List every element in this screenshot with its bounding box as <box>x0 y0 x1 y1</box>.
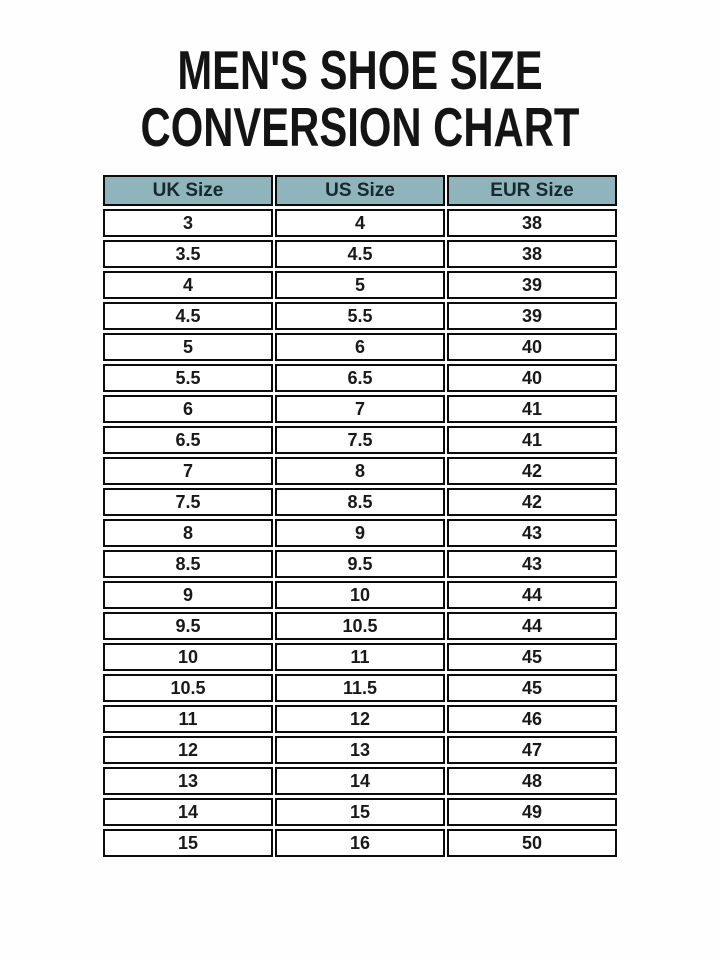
table-cell: 6 <box>103 395 273 424</box>
table-cell: 39 <box>447 302 617 331</box>
table-cell: 10 <box>275 581 445 610</box>
table-cell: 38 <box>447 240 617 269</box>
table-cell: 39 <box>447 271 617 300</box>
table-cell: 5 <box>275 271 445 300</box>
table-cell: 15 <box>275 798 445 827</box>
table-cell: 7 <box>275 395 445 424</box>
table-cell: 47 <box>447 736 617 765</box>
column-header-uk-size: UK Size <box>103 175 273 207</box>
table-row: 4.5 5.5 39 <box>103 302 617 331</box>
table-row: 7.5 8.5 42 <box>103 488 617 517</box>
table-cell: 9 <box>103 581 273 610</box>
table-row: 10 11 45 <box>103 643 617 672</box>
table-cell: 4.5 <box>103 302 273 331</box>
table-cell: 5.5 <box>103 364 273 393</box>
table-cell: 40 <box>447 364 617 393</box>
table-cell: 38 <box>447 209 617 238</box>
table-cell: 16 <box>275 829 445 858</box>
table-cell: 9.5 <box>103 612 273 641</box>
table-cell: 14 <box>103 798 273 827</box>
table-cell: 7.5 <box>275 426 445 455</box>
table-cell: 43 <box>447 519 617 548</box>
table-cell: 41 <box>447 426 617 455</box>
table-cell: 42 <box>447 488 617 517</box>
table-cell: 13 <box>103 767 273 796</box>
table-cell: 10.5 <box>275 612 445 641</box>
table-cell: 46 <box>447 705 617 734</box>
table-cell: 44 <box>447 612 617 641</box>
table-cell: 6.5 <box>275 364 445 393</box>
page-title: MEN'S SHOE SIZE CONVERSION CHART <box>0 42 720 156</box>
table-row: 5 6 40 <box>103 333 617 362</box>
table-cell: 4.5 <box>275 240 445 269</box>
table-row: 12 13 47 <box>103 736 617 765</box>
table-row: 9.5 10.5 44 <box>103 612 617 641</box>
page-title-line-1: MEN'S SHOE SIZE <box>177 39 543 101</box>
table-cell: 48 <box>447 767 617 796</box>
table-row: 14 15 49 <box>103 798 617 827</box>
table-cell: 42 <box>447 457 617 486</box>
table-cell: 7 <box>103 457 273 486</box>
table-cell: 40 <box>447 333 617 362</box>
table-cell: 5.5 <box>275 302 445 331</box>
table-cell: 11.5 <box>275 674 445 703</box>
column-header-eur-size: EUR Size <box>447 175 617 207</box>
table-cell: 43 <box>447 550 617 579</box>
table-row: 8 9 43 <box>103 519 617 548</box>
table-row: 6 7 41 <box>103 395 617 424</box>
table-cell: 9 <box>275 519 445 548</box>
table-cell: 3.5 <box>103 240 273 269</box>
table-cell: 45 <box>447 674 617 703</box>
table-cell: 41 <box>447 395 617 424</box>
table-cell: 10.5 <box>103 674 273 703</box>
table-row: 13 14 48 <box>103 767 617 796</box>
table-row: 10.5 11.5 45 <box>103 674 617 703</box>
table-row: 5.5 6.5 40 <box>103 364 617 393</box>
table-cell: 3 <box>103 209 273 238</box>
table-cell: 14 <box>275 767 445 796</box>
table-cell: 50 <box>447 829 617 858</box>
table-cell: 4 <box>103 271 273 300</box>
table-cell: 10 <box>103 643 273 672</box>
table-header: UK Size US Size EUR Size <box>103 175 617 207</box>
table-cell: 8 <box>275 457 445 486</box>
table-cell: 6.5 <box>103 426 273 455</box>
table-cell: 8.5 <box>103 550 273 579</box>
table-cell: 5 <box>103 333 273 362</box>
table-cell: 8 <box>103 519 273 548</box>
table-row: 8.5 9.5 43 <box>103 550 617 579</box>
table-cell: 45 <box>447 643 617 672</box>
table-cell: 49 <box>447 798 617 827</box>
table-row: 9 10 44 <box>103 581 617 610</box>
table-cell: 6 <box>275 333 445 362</box>
table-cell: 15 <box>103 829 273 858</box>
table-row: 3.5 4.5 38 <box>103 240 617 269</box>
table-cell: 13 <box>275 736 445 765</box>
table-row: 6.5 7.5 41 <box>103 426 617 455</box>
table-row: 3 4 38 <box>103 209 617 238</box>
table-cell: 9.5 <box>275 550 445 579</box>
table-header-row: UK Size US Size EUR Size <box>103 175 617 207</box>
shoe-size-conversion-table: UK Size US Size EUR Size 3 4 38 3.5 4.5 38 4 5 3… <box>101 172 619 861</box>
table-row: 15 16 50 <box>103 829 617 858</box>
page-title-line-2: CONVERSION CHART <box>140 96 580 159</box>
table-cell: 12 <box>103 736 273 765</box>
table-cell: 11 <box>103 705 273 734</box>
table-row: 7 8 42 <box>103 457 617 486</box>
table-cell: 44 <box>447 581 617 610</box>
table-cell: 8.5 <box>275 488 445 517</box>
table-cell: 12 <box>275 705 445 734</box>
column-header-us-size: US Size <box>275 175 445 207</box>
size-table-body: 3 4 38 3.5 4.5 38 4 5 39 4.5 5.5 39 5 6 40 5.5 6.5 40 6 7 41… <box>103 209 617 858</box>
table-row: 4 5 39 <box>103 271 617 300</box>
table-cell: 4 <box>275 209 445 238</box>
table-row: 11 12 46 <box>103 705 617 734</box>
table-cell: 11 <box>275 643 445 672</box>
table-cell: 7.5 <box>103 488 273 517</box>
